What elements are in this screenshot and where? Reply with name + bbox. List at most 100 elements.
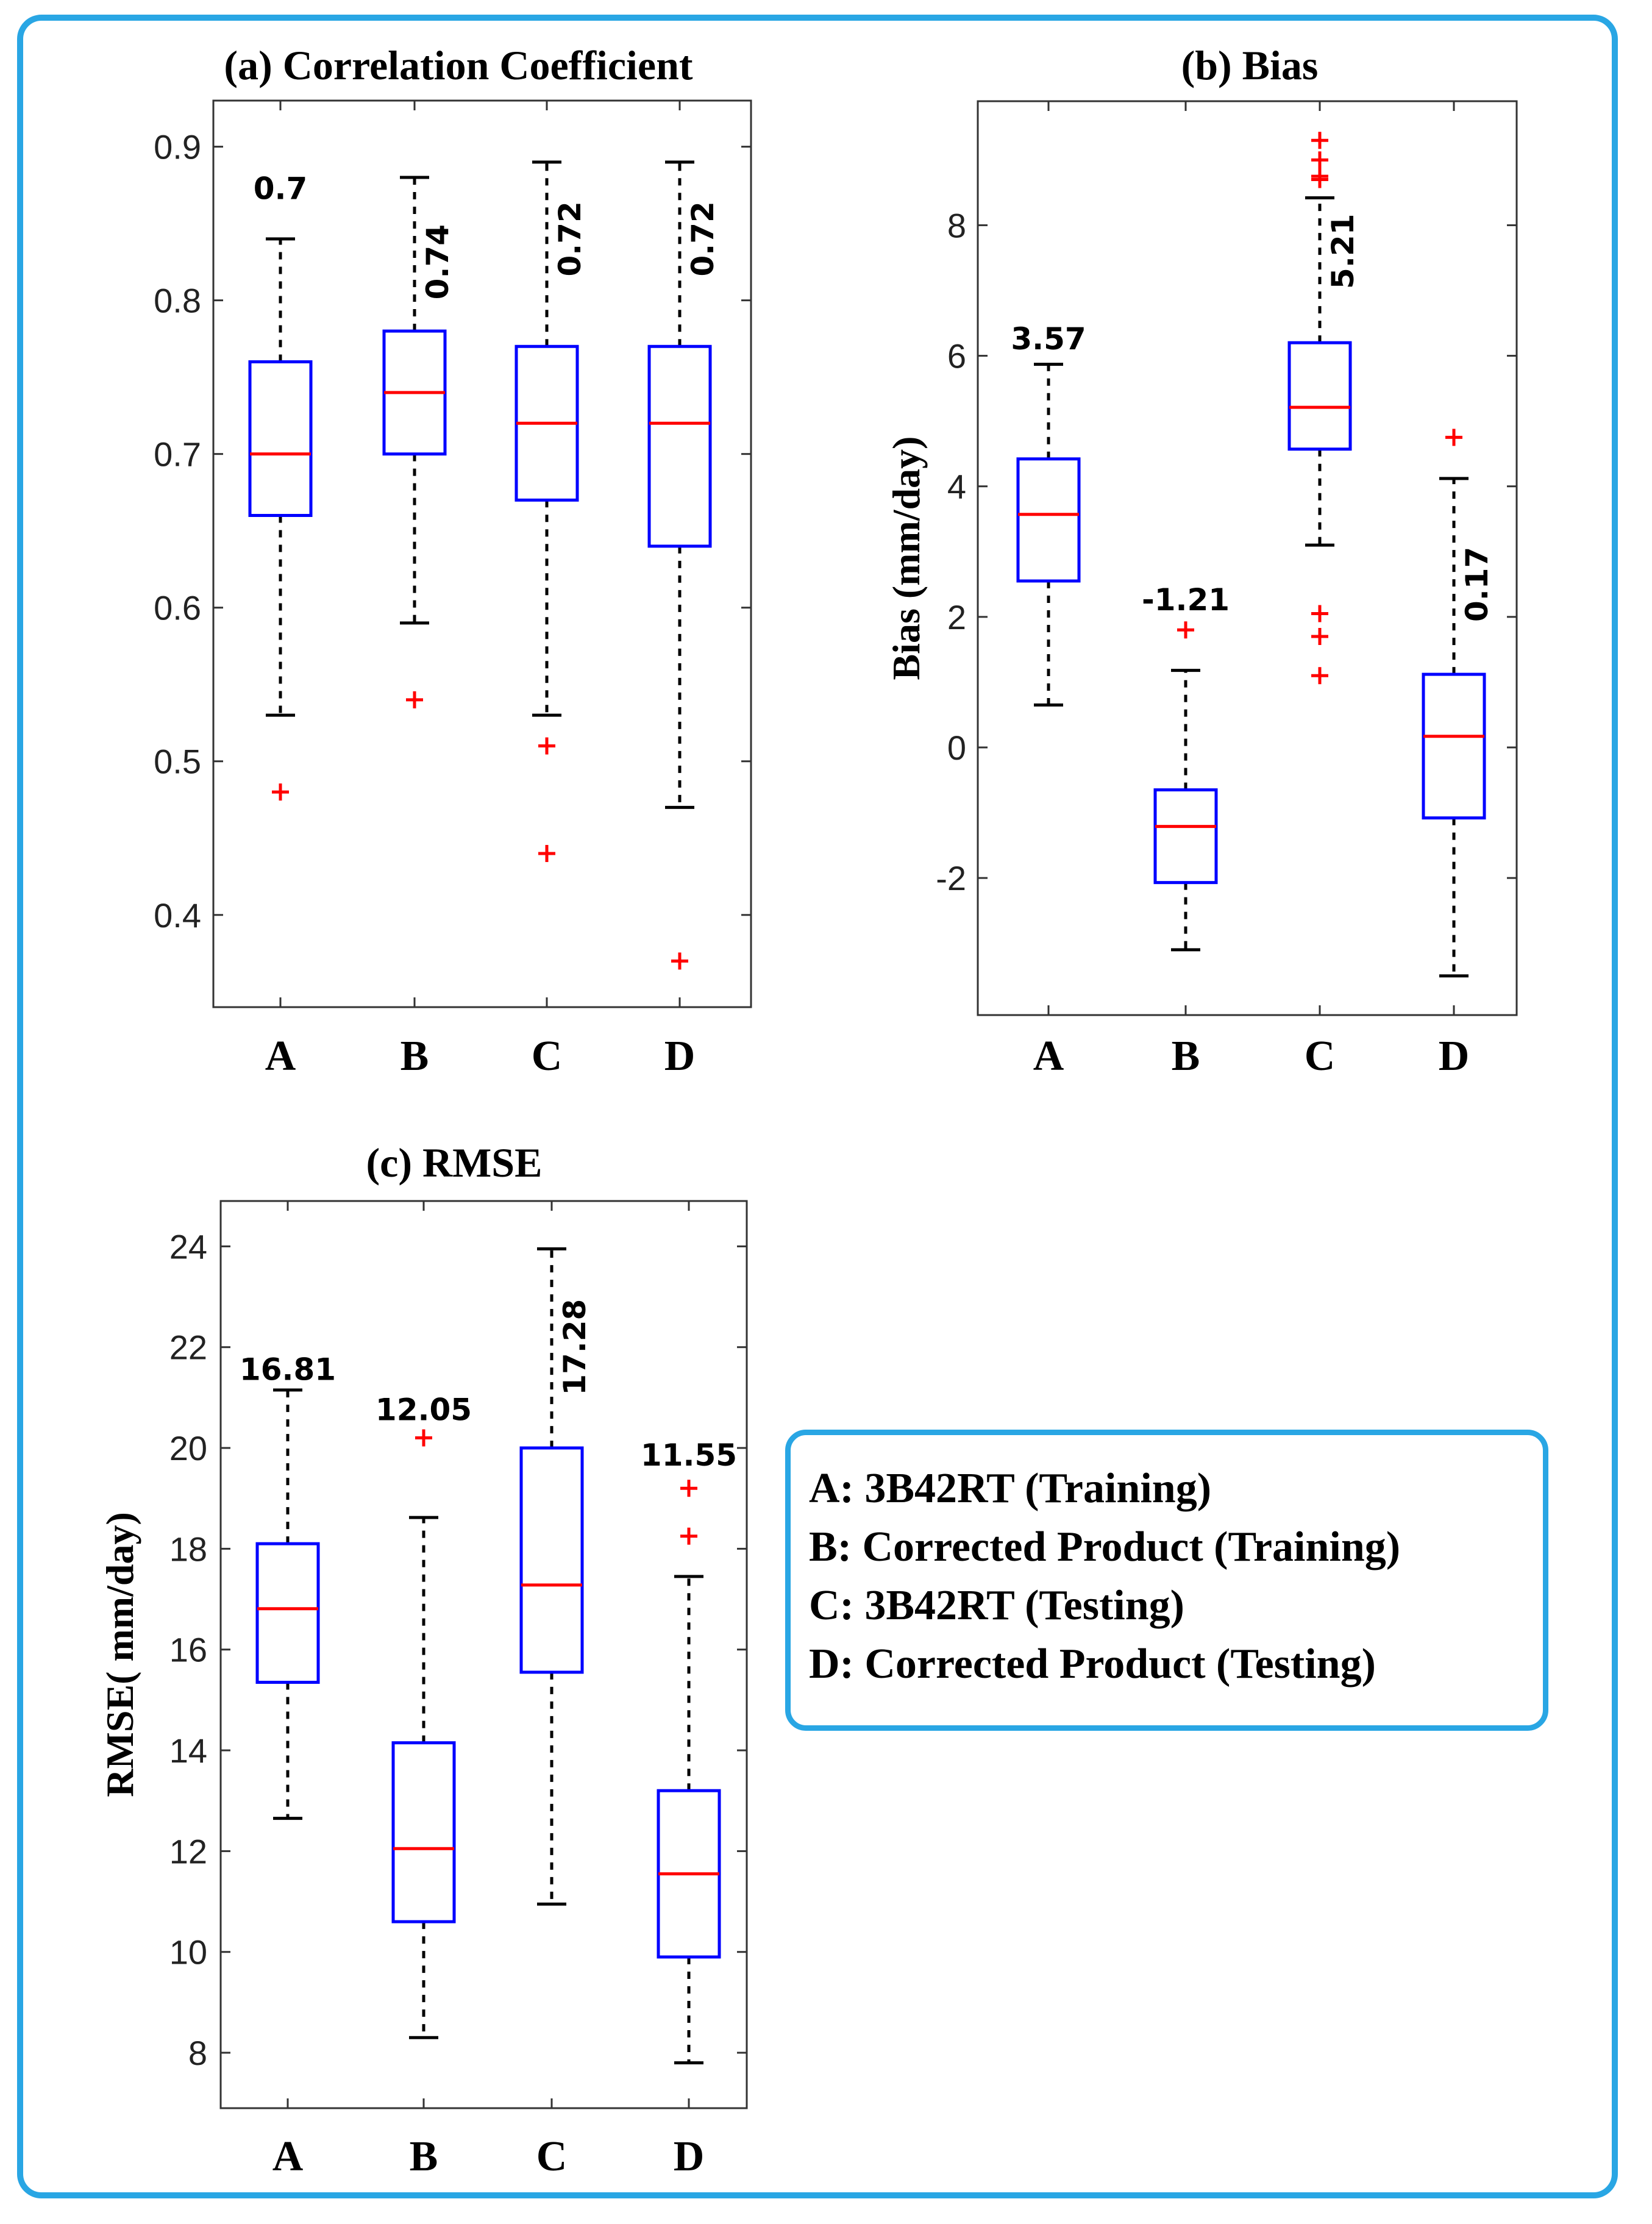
chart-title: (c) RMSE <box>366 1139 543 1186</box>
box-a: 16.81 A <box>240 1201 336 2180</box>
box-d: 0.17 D <box>1422 101 1495 1080</box>
median-annotation: 0.72 <box>552 201 588 276</box>
y-tick-label: 0.8 <box>154 282 201 320</box>
y-tick-label: 0.7 <box>154 435 201 474</box>
iqr-box <box>391 1741 456 1923</box>
y-tick-label: 0.4 <box>154 896 201 935</box>
iqr-box <box>1287 341 1352 451</box>
outlier-marker <box>680 1480 697 1497</box>
outlier-marker <box>538 844 555 862</box>
median-annotation: -1.21 <box>1142 582 1230 618</box>
x-tick-label: A <box>265 1033 296 1080</box>
legend-entry-d: D: Corrected Product (Testing) <box>809 1641 1376 1688</box>
outlier-marker <box>415 1429 432 1447</box>
x-tick-label: B <box>410 2133 438 2180</box>
outlier-marker <box>1177 621 1194 639</box>
iqr-box <box>1422 672 1486 820</box>
median-annotation: 3.57 <box>1011 321 1086 357</box>
y-tick-label: 0.9 <box>154 128 201 166</box>
box-c: 0.72 C <box>514 101 588 1080</box>
x-tick-label: C <box>1305 1033 1336 1080</box>
x-tick-label: B <box>1172 1033 1200 1080</box>
iqr-box <box>1153 788 1218 885</box>
outlier-marker <box>1311 627 1328 645</box>
chart-panel-3: 8 10 12 14 16 18 20 22 24 (c) RMSE RMSE( mm/day) 16… <box>98 1139 748 2180</box>
x-tick-label: A <box>1033 1033 1064 1080</box>
legend-entry-a: A: 3B42RT (Training) <box>809 1465 1212 1512</box>
y-tick-label: 22 <box>169 1328 207 1367</box>
outlier-marker <box>1311 168 1328 185</box>
iqr-box <box>519 1446 584 1674</box>
y-tick-label: -2 <box>936 859 966 897</box>
box-c: 17.28 C <box>519 1201 593 2180</box>
median-annotation: 17.28 <box>557 1299 593 1395</box>
y-axis-label: RMSE( mm/day) <box>98 1512 141 1797</box>
iqr-box <box>647 344 712 548</box>
legend-entry-c: C: 3B42RT (Testing) <box>809 1582 1184 1629</box>
box-c: 5.21 C <box>1287 101 1361 1080</box>
median-annotation: 0.72 <box>685 201 721 276</box>
chart-panel-2: -2 0 2 4 6 8 (b) Bias Bias (mm/day) 3.57 A -1.21 B 5… <box>885 42 1518 1080</box>
median-annotation: 16.81 <box>240 1352 336 1387</box>
outlier-marker <box>1311 605 1328 622</box>
y-tick-label: 0.6 <box>154 589 201 627</box>
outlier-marker <box>680 1527 697 1545</box>
chart-title: (a) Correlation Coefficient <box>224 42 693 88</box>
y-tick-label: 0 <box>947 729 966 767</box>
outlier-marker <box>1311 132 1328 149</box>
box-b: 12.05 B <box>376 1201 472 2180</box>
box-b: -1.21 B <box>1142 101 1230 1080</box>
x-tick-label: A <box>272 2133 304 2180</box>
plot-area <box>212 99 752 1008</box>
legend-entry-b: B: Corrected Product (Training) <box>809 1524 1401 1570</box>
iqr-box <box>255 1542 320 1684</box>
y-tick-label: 12 <box>169 1832 207 1870</box>
box-a: 3.57 A <box>1011 101 1086 1080</box>
x-tick-label: D <box>664 1033 696 1080</box>
box-d: 0.72 D <box>647 101 721 1080</box>
outlier-marker <box>1311 667 1328 685</box>
y-tick-label: 4 <box>947 468 966 506</box>
outlier-marker <box>1445 429 1462 446</box>
outlier-marker <box>671 952 688 970</box>
median-annotation: 0.17 <box>1459 547 1495 622</box>
median-annotation: 11.55 <box>641 1438 737 1473</box>
box-d: 11.55 D <box>641 1201 737 2180</box>
median-annotation: 0.7 <box>254 171 308 206</box>
legend-box: A: 3B42RT (Training) B: Corrected Produc… <box>785 1430 1548 1731</box>
outlier-marker <box>538 737 555 755</box>
y-tick-label: 6 <box>947 337 966 376</box>
outlier-marker <box>272 783 289 801</box>
median-annotation: 0.74 <box>420 224 455 299</box>
x-tick-label: D <box>1439 1033 1470 1080</box>
outlier-marker <box>1311 151 1328 169</box>
y-tick-label: 8 <box>947 206 966 244</box>
y-tick-label: 20 <box>169 1429 207 1467</box>
y-tick-label: 18 <box>169 1530 207 1568</box>
y-tick-label: 16 <box>169 1631 207 1669</box>
iqr-box <box>248 360 313 517</box>
chart-title: (b) Bias <box>1181 42 1319 88</box>
chart-panel-1: 0.4 0.5 0.6 0.7 0.8 0.9 (a) Correlation Coeffi… <box>154 42 752 1080</box>
y-tick-label: 10 <box>169 1933 207 1972</box>
median-annotation: 12.05 <box>376 1392 472 1428</box>
x-tick-label: B <box>401 1033 429 1080</box>
plot-area <box>977 100 1518 1016</box>
iqr-box <box>1016 457 1081 583</box>
y-tick-label: 14 <box>169 1731 207 1770</box>
y-axis-label: Bias (mm/day) <box>885 437 928 680</box>
outlier-marker <box>406 691 423 708</box>
x-tick-label: D <box>674 2133 705 2180</box>
box-a: 0.7 A <box>248 101 313 1080</box>
x-tick-label: C <box>536 2133 568 2180</box>
y-tick-label: 0.5 <box>154 743 201 781</box>
plot-area <box>219 1200 748 2109</box>
box-b: 0.74 B <box>382 101 455 1080</box>
x-tick-label: C <box>532 1033 563 1080</box>
y-tick-label: 2 <box>947 598 966 636</box>
median-annotation: 5.21 <box>1325 214 1361 289</box>
y-tick-label: 8 <box>188 2034 207 2072</box>
y-tick-label: 24 <box>169 1227 207 1266</box>
outer-frame <box>17 15 1618 2198</box>
